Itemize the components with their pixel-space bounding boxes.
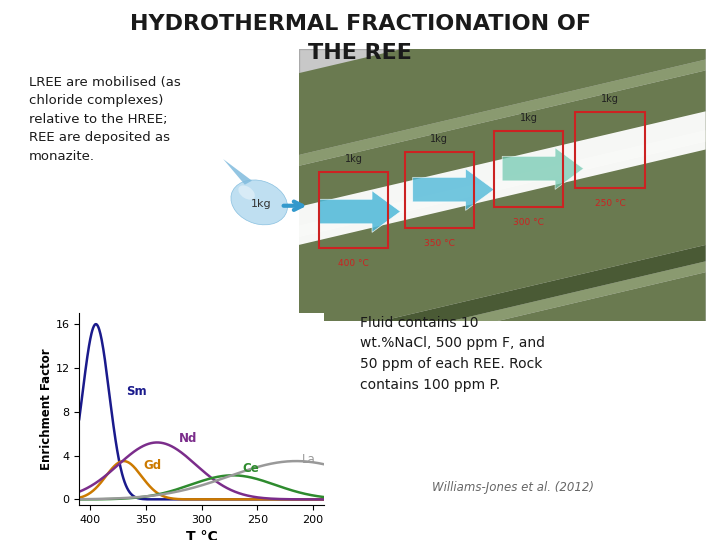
Polygon shape [503, 148, 583, 190]
Ellipse shape [231, 180, 287, 225]
Text: THE REE: THE REE [308, 43, 412, 63]
Polygon shape [413, 168, 494, 211]
Text: Fluid contains 10
wt.%NaCl, 500 ppm F, and
50 ppm of each REE. Rock
contains 100: Fluid contains 10 wt.%NaCl, 500 ppm F, a… [360, 316, 545, 392]
Text: 350 °C: 350 °C [423, 239, 454, 248]
Text: Sm: Sm [126, 386, 147, 399]
Text: 300 °C: 300 °C [513, 218, 544, 227]
Text: La: La [302, 453, 315, 466]
Text: 1kg: 1kg [431, 134, 448, 144]
Polygon shape [299, 0, 706, 155]
Y-axis label: Enrichment Factor: Enrichment Factor [40, 348, 53, 470]
X-axis label: T °C: T °C [186, 530, 217, 540]
Polygon shape [299, 70, 706, 226]
Text: Gd: Gd [144, 459, 162, 472]
Text: HYDROTHERMAL FRACTIONATION OF: HYDROTHERMAL FRACTIONATION OF [130, 14, 590, 33]
Polygon shape [299, 245, 706, 357]
Text: 1kg: 1kg [520, 113, 538, 123]
Text: 1kg: 1kg [251, 199, 271, 210]
Text: 250 °C: 250 °C [595, 199, 626, 208]
Polygon shape [299, 130, 706, 237]
Polygon shape [299, 59, 706, 166]
Text: Ce: Ce [243, 462, 259, 475]
Polygon shape [299, 111, 706, 245]
Ellipse shape [238, 185, 255, 200]
Polygon shape [299, 272, 706, 417]
Text: 1kg: 1kg [345, 154, 363, 164]
Polygon shape [299, 261, 706, 368]
Polygon shape [223, 159, 252, 185]
Polygon shape [299, 141, 706, 340]
Text: Williams-Jones et al. (2012): Williams-Jones et al. (2012) [432, 481, 594, 494]
Polygon shape [319, 191, 400, 232]
Text: 400 °C: 400 °C [338, 259, 369, 268]
Text: Nd: Nd [179, 433, 198, 446]
Text: 1kg: 1kg [601, 93, 619, 104]
Text: LREE are mobilised (as
chloride complexes)
relative to the HREE;
REE are deposit: LREE are mobilised (as chloride complexe… [29, 76, 181, 163]
